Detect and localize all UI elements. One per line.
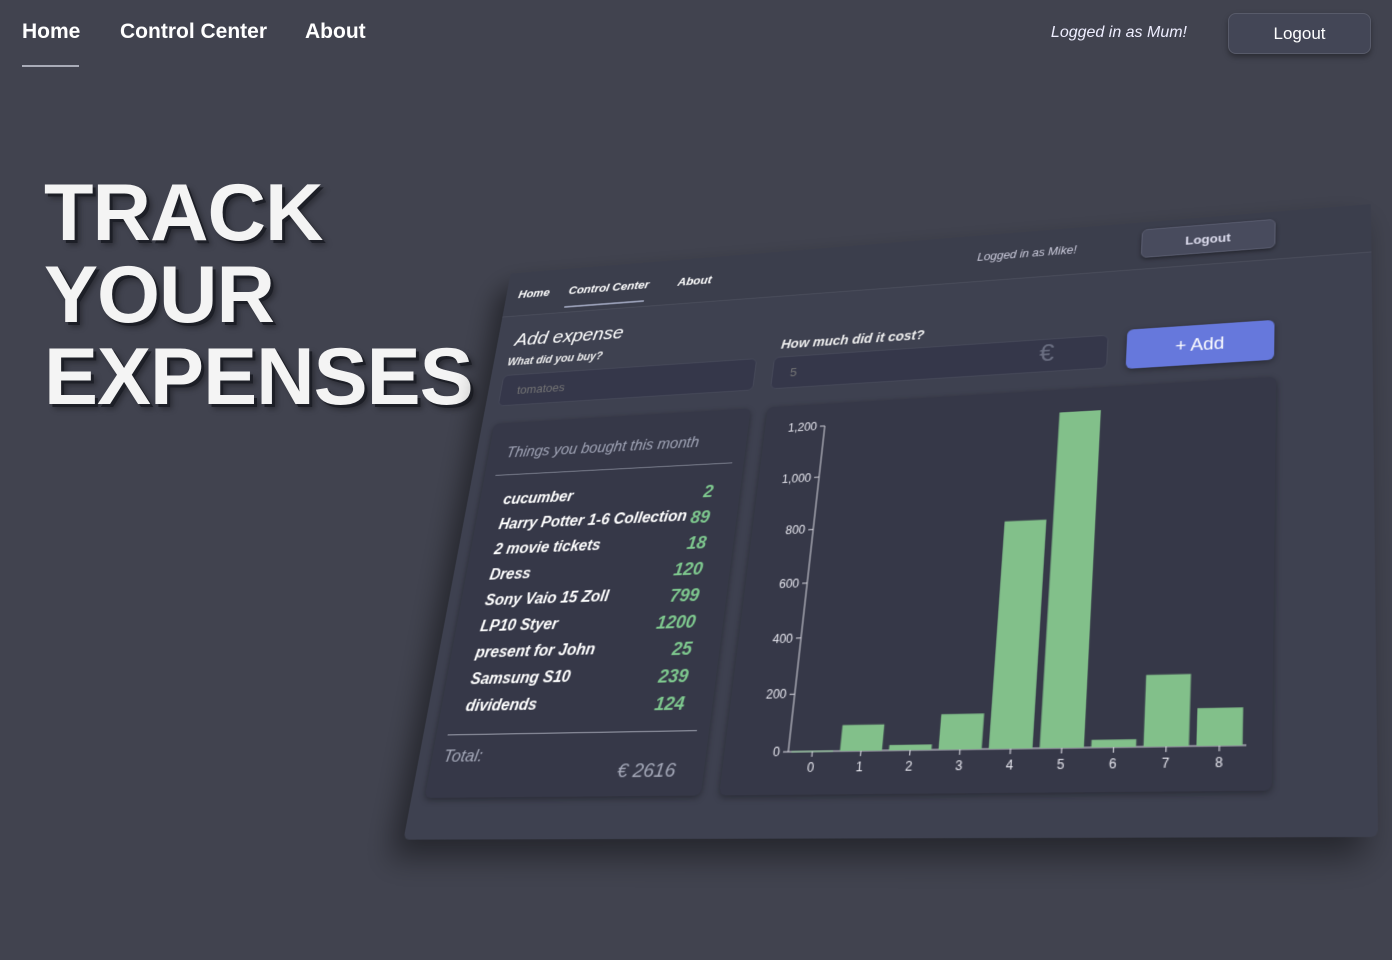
x-tick-label: 4 — [1005, 758, 1014, 773]
euro-icon: € — [1039, 338, 1056, 368]
total-label: Total: — [442, 746, 485, 767]
mockup-logged-in-status: Logged in as Mike! — [977, 244, 1077, 264]
mockup-nav-active-underline — [564, 300, 644, 308]
item-name: 2 movie tickets — [493, 537, 602, 558]
list-item: dividends 124 — [438, 693, 714, 726]
x-tick-label: 6 — [1109, 757, 1118, 772]
total-divider — [448, 730, 697, 735]
item-amount: 124 — [653, 693, 686, 715]
x-tick-label: 0 — [806, 761, 815, 775]
nav-control-center-link[interactable]: Control Center — [120, 20, 267, 44]
item-amount: 18 — [686, 533, 708, 554]
item-name: Sony Vaio 15 Zoll — [483, 588, 610, 610]
item-name: dividends — [464, 696, 538, 716]
x-tick — [860, 751, 861, 756]
x-tick-label: 1 — [855, 760, 863, 774]
hero-line-3: EXPENSES — [44, 336, 473, 418]
item-amount: 799 — [668, 585, 700, 607]
expenses-chart-panel: 0 200 400 600 800 1,000 1,200 0 1 2 3 4 5 6 7 8 — [719, 377, 1276, 796]
hero-line-2: YOUR — [44, 254, 473, 336]
what-did-you-buy-label: What did you buy? — [507, 350, 604, 369]
item-amount: 25 — [671, 639, 694, 661]
item-name: present for John — [474, 641, 596, 662]
x-tick — [812, 751, 813, 756]
hero-headline: TRACK YOUR EXPENSES — [44, 172, 473, 418]
y-tick-label: 800 — [785, 524, 807, 538]
chart-bar — [889, 744, 932, 750]
chart-bar — [989, 520, 1047, 749]
y-tick-label: 1,000 — [781, 472, 812, 486]
app-mockup-screenshot: Home Control Center About Logged in as M… — [403, 204, 1377, 840]
item-amount: 89 — [689, 507, 711, 528]
top-navigation: Home Control Center About Logged in as M… — [0, 0, 1392, 80]
item-name: Samsung S10 — [469, 669, 572, 689]
logout-button[interactable]: Logout — [1228, 13, 1371, 54]
x-tick-label: 2 — [904, 760, 912, 775]
chart-bar — [840, 724, 884, 751]
chart-bar — [1091, 739, 1136, 747]
chart-bar — [1143, 674, 1191, 747]
purchases-list-panel: Things you bought this month cucumber 2 H… — [425, 408, 751, 797]
nav-home-link[interactable]: Home — [22, 20, 80, 44]
item-name: LP10 Styer — [479, 616, 559, 636]
chart-bar — [1040, 410, 1101, 748]
expenses-bar-chart: 0 200 400 600 800 1,000 1,200 0 1 2 3 4 5 6 7 8 — [719, 377, 1276, 796]
mockup-nav-about-link: About — [677, 273, 713, 288]
add-expense-heading: Add expense — [513, 323, 625, 351]
mockup-nav-home-link: Home — [517, 286, 551, 301]
mockup-nav-control-center-link: Control Center — [568, 278, 650, 297]
nav-active-underline — [22, 65, 79, 67]
x-tick-label: 3 — [955, 759, 964, 774]
y-tick-label: 400 — [772, 632, 794, 646]
y-tick-label: 200 — [765, 688, 787, 702]
logged-in-status: Logged in as Mum! — [1051, 24, 1187, 42]
item-name: Dress — [488, 566, 532, 585]
item-amount: 2 — [702, 482, 714, 502]
item-amount: 120 — [672, 559, 704, 580]
mockup-navigation: Home Control Center About Logged in as M… — [502, 204, 1371, 317]
item-name: cucumber — [502, 489, 575, 509]
y-tick-label: 0 — [772, 745, 781, 759]
purchases-list: cucumber 2 Harry Potter 1-6 Collection 89 … — [438, 480, 741, 725]
mockup-logout-button: Logout — [1141, 219, 1276, 258]
add-expense-button: + Add — [1126, 320, 1275, 369]
item-amount: 1200 — [655, 612, 697, 634]
hero-line-1: TRACK — [44, 172, 473, 254]
x-tick-label: 5 — [1057, 758, 1066, 773]
nav-about-link[interactable]: About — [305, 20, 366, 44]
chart-bar — [1196, 707, 1243, 746]
purchases-list-title: Things you bought this month — [505, 435, 700, 462]
list-divider — [495, 462, 732, 475]
x-tick-label: 8 — [1215, 756, 1224, 771]
total-value: € 2616 — [615, 760, 677, 784]
chart-bar — [938, 713, 984, 749]
y-tick-label: 600 — [778, 577, 800, 591]
item-amount: 239 — [657, 666, 690, 688]
y-tick-label: 1,200 — [787, 421, 818, 435]
x-tick-label: 7 — [1161, 756, 1169, 771]
